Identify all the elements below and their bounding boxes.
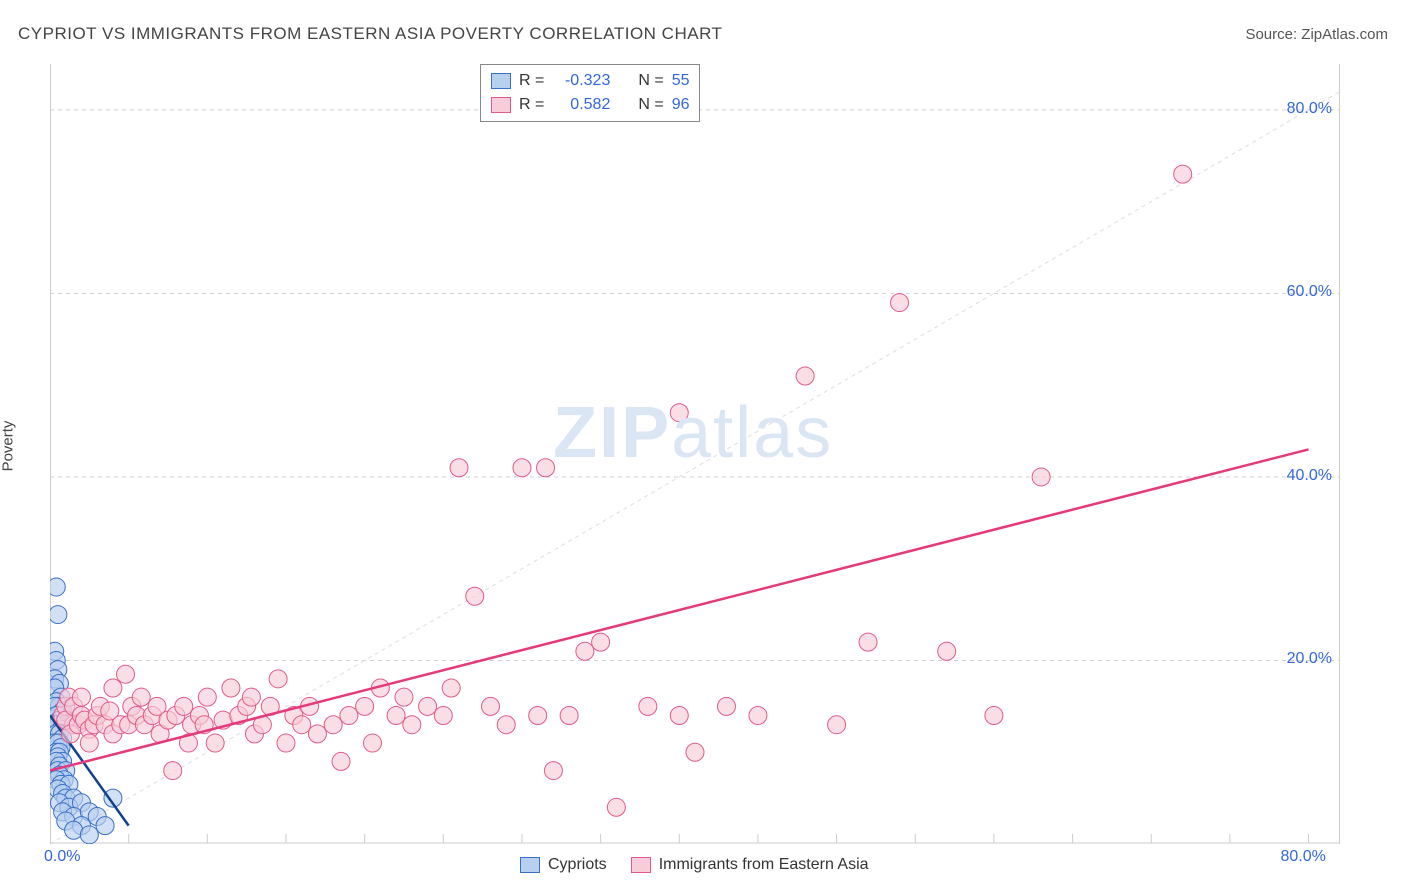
legend-r-label: R = <box>519 96 544 114</box>
correlation-legend: R = -0.323 N = 55 R = 0.582 N = 96 <box>480 64 700 122</box>
legend-series-label: Immigrants from Eastern Asia <box>659 856 869 874</box>
legend-series-item: Immigrants from Eastern Asia <box>631 856 869 874</box>
legend-swatch <box>491 97 511 113</box>
legend-series-item: Cypriots <box>520 856 607 874</box>
legend-swatch <box>520 857 540 873</box>
chart-source: Source: ZipAtlas.com <box>1245 26 1388 43</box>
legend-stat-row: R = -0.323 N = 55 <box>491 69 689 93</box>
legend-n-label: N = <box>638 72 663 90</box>
y-tick-label: 80.0% <box>1287 100 1332 118</box>
legend-swatch <box>491 73 511 89</box>
y-tick-label: 40.0% <box>1287 467 1332 485</box>
legend-series-label: Cypriots <box>548 856 607 874</box>
legend-n-value: 55 <box>672 72 690 90</box>
scatter-plot: ZIPatlas R =-0.323N =55R =0.582N =96 Cyp… <box>50 64 1340 844</box>
chart-canvas <box>50 64 1340 844</box>
series-legend: Cypriots Immigrants from Eastern Asia <box>520 856 869 874</box>
y-axis-label: Poverty <box>0 421 17 472</box>
legend-r-value: -0.323 <box>552 72 610 90</box>
legend-n-label: N = <box>638 96 663 114</box>
y-tick-label: 60.0% <box>1287 283 1332 301</box>
legend-stat-row: R = 0.582 N = 96 <box>491 93 689 117</box>
legend-swatch <box>631 857 651 873</box>
chart-title: CYPRIOT VS IMMIGRANTS FROM EASTERN ASIA … <box>18 24 722 44</box>
x-tick-label: 80.0% <box>1281 848 1326 866</box>
chart-header: CYPRIOT VS IMMIGRANTS FROM EASTERN ASIA … <box>18 24 1388 44</box>
x-tick-label: 0.0% <box>44 848 80 866</box>
legend-r-label: R = <box>519 72 544 90</box>
y-tick-label: 20.0% <box>1287 650 1332 668</box>
legend-n-value: 96 <box>672 96 690 114</box>
legend-r-value: 0.582 <box>552 96 610 114</box>
